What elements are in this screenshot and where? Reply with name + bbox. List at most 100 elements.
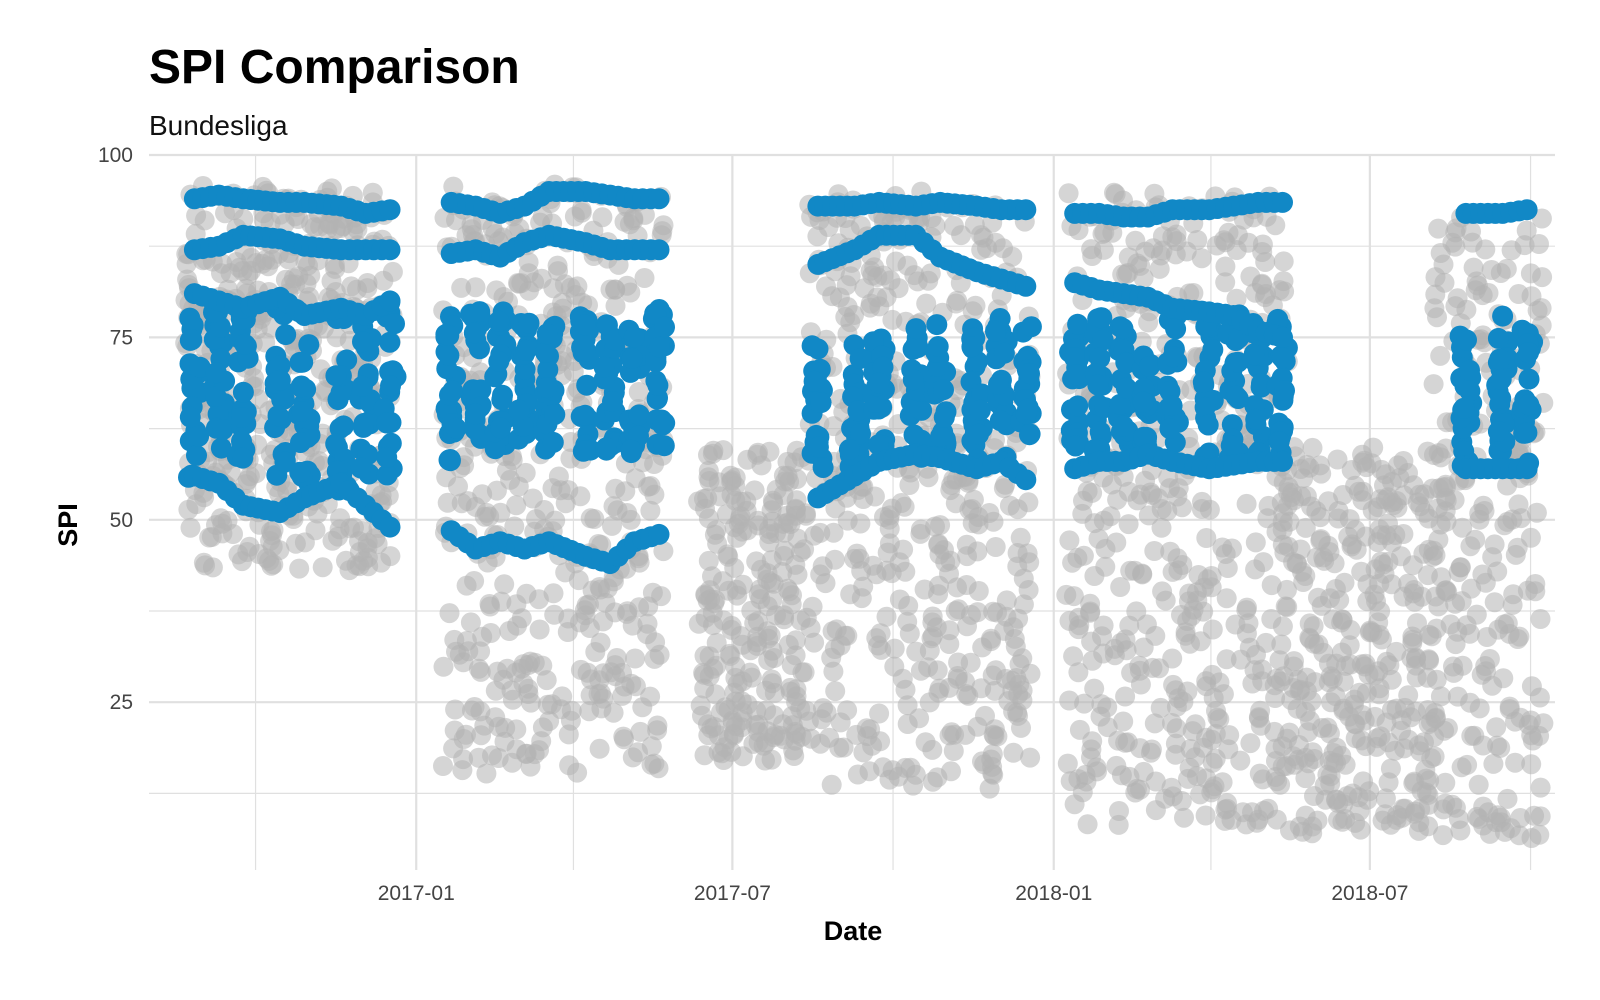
- highlight-team-point: [1165, 318, 1187, 340]
- other-team-point: [485, 680, 506, 701]
- highlight-team-point: [333, 415, 354, 437]
- other-team-point: [574, 600, 595, 621]
- other-team-point: [451, 277, 472, 298]
- highlight-team-point: [574, 329, 596, 351]
- highlight-team-point: [1490, 387, 1512, 409]
- other-team-point: [552, 686, 573, 707]
- other-team-point: [490, 502, 511, 523]
- other-team-point: [453, 729, 474, 749]
- highlight-team-point: [1019, 363, 1040, 385]
- other-team-point: [1302, 437, 1323, 458]
- other-team-point: [741, 667, 762, 688]
- highlight-team-point: [905, 318, 927, 340]
- other-team-point: [1109, 801, 1129, 821]
- other-team-point: [1357, 789, 1378, 810]
- other-team-point: [928, 584, 949, 605]
- other-team-point: [1428, 443, 1449, 464]
- other-team-point: [1418, 816, 1439, 837]
- other-team-point: [1452, 655, 1473, 676]
- other-team-point: [445, 699, 466, 720]
- other-team-point: [180, 517, 201, 538]
- other-team-point: [605, 279, 626, 300]
- other-team-point: [1522, 730, 1543, 751]
- other-team-point: [1252, 659, 1272, 680]
- other-team-point: [1166, 718, 1187, 739]
- highlight-team-point: [653, 435, 675, 457]
- x-tick-label: 2017-01: [378, 882, 455, 905]
- other-team-point: [918, 467, 939, 488]
- other-team-point: [1451, 757, 1472, 778]
- other-team-point: [532, 655, 553, 676]
- other-team-point: [1296, 681, 1317, 702]
- highlight-team-point: [1017, 398, 1038, 420]
- other-team-point: [1532, 267, 1553, 288]
- other-team-point: [1502, 594, 1523, 615]
- other-team-point: [362, 182, 383, 203]
- other-team-point: [603, 702, 624, 723]
- other-team-point: [1213, 684, 1234, 705]
- other-team-point: [1423, 374, 1444, 395]
- highlight-team-point: [212, 419, 234, 440]
- highlight-team-point: [188, 425, 210, 447]
- other-team-point: [1193, 601, 1214, 622]
- other-team-point: [1144, 713, 1165, 734]
- other-team-point: [494, 574, 515, 595]
- other-team-point: [1226, 288, 1247, 309]
- other-team-point: [927, 660, 948, 681]
- highlight-team-point: [330, 382, 352, 404]
- other-team-point: [1310, 507, 1331, 528]
- other-team-point: [862, 735, 883, 756]
- highlight-team-point: [1092, 329, 1114, 351]
- other-team-point: [1445, 236, 1466, 257]
- highlight-team-point: [542, 431, 564, 453]
- highlight-team-point: [536, 377, 558, 399]
- highlight-team-point: [442, 380, 464, 402]
- other-team-point: [960, 652, 981, 673]
- other-team-point: [212, 455, 233, 476]
- highlight-team-point: [290, 376, 312, 398]
- other-team-point: [506, 719, 527, 740]
- other-team-point: [649, 644, 670, 665]
- highlight-team-point: [971, 383, 993, 405]
- other-team-point: [589, 738, 610, 759]
- highlight-team-point: [350, 457, 372, 479]
- other-team-point: [939, 634, 960, 654]
- other-team-point: [1475, 656, 1496, 676]
- other-team-point: [897, 695, 918, 716]
- other-team-point: [1133, 268, 1154, 288]
- highlight-team-point: [1272, 326, 1293, 348]
- other-team-point: [1486, 717, 1507, 738]
- other-team-point: [1002, 246, 1023, 267]
- other-team-point: [1521, 676, 1542, 697]
- other-team-point: [653, 541, 674, 562]
- highlight-team-point: [269, 369, 291, 391]
- other-team-point: [524, 272, 545, 293]
- other-team-point: [1068, 220, 1089, 241]
- other-team-point: [941, 761, 961, 782]
- other-team-point: [940, 550, 961, 571]
- highlight-team-point: [518, 312, 540, 334]
- other-team-point: [967, 541, 988, 562]
- other-team-point: [853, 576, 874, 597]
- other-team-point: [1428, 529, 1449, 550]
- other-team-point: [289, 558, 310, 579]
- other-team-point: [1192, 491, 1212, 512]
- other-team-point: [868, 635, 889, 656]
- other-team-point: [1093, 467, 1114, 488]
- highlight-team-point: [623, 326, 645, 348]
- other-team-point: [561, 700, 582, 721]
- highlight-team-point: [1112, 415, 1134, 437]
- other-team-point: [1484, 592, 1505, 613]
- other-team-point: [1465, 529, 1486, 550]
- other-team-point: [1520, 527, 1541, 548]
- other-team-point: [584, 509, 605, 529]
- other-team-point: [784, 746, 805, 766]
- other-team-point: [1483, 753, 1504, 774]
- other-team-point: [785, 505, 806, 526]
- other-team-point: [916, 293, 937, 314]
- other-team-point: [869, 703, 890, 724]
- other-team-point: [1069, 615, 1090, 636]
- other-team-point: [816, 702, 837, 723]
- other-team-point: [889, 589, 910, 610]
- other-team-point: [1339, 635, 1360, 656]
